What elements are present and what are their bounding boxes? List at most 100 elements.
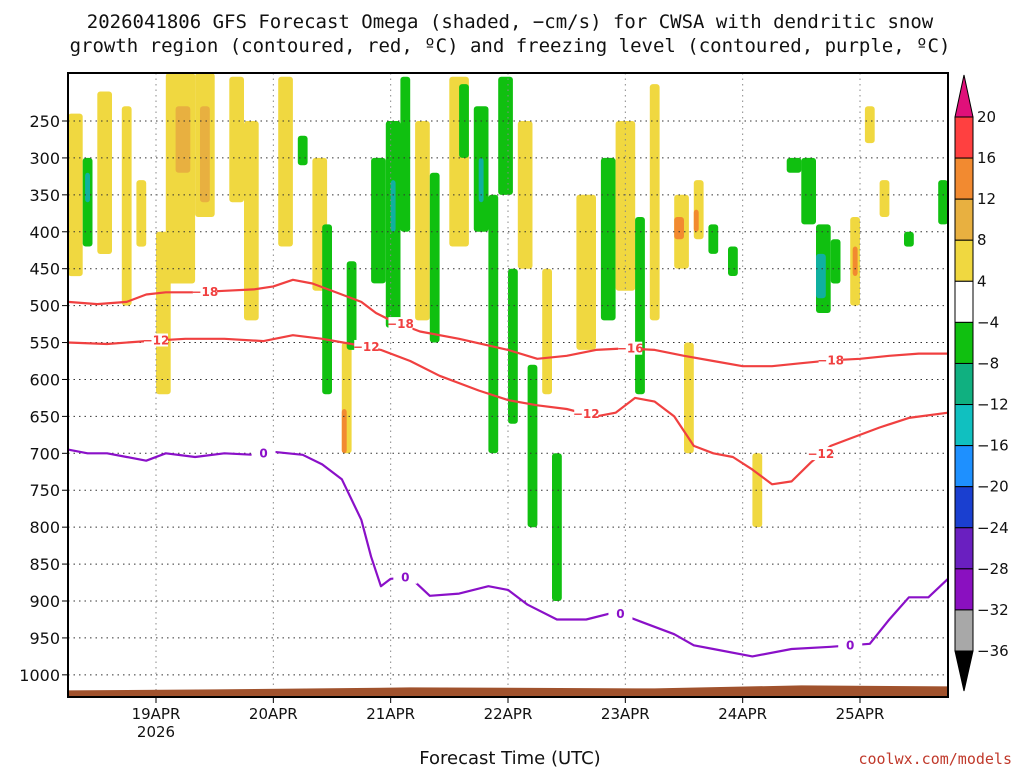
colorbar-label: 16 xyxy=(977,149,996,167)
omega-cell xyxy=(136,180,147,247)
contour-label: −16 xyxy=(617,342,644,356)
y-tick-label: 1000 xyxy=(19,666,60,685)
colorbar-label: 20 xyxy=(977,108,996,126)
colorbar-label: −8 xyxy=(977,354,999,372)
contour-label: 0 xyxy=(846,638,854,652)
y-tick-label: 500 xyxy=(29,297,60,316)
omega-cell xyxy=(415,121,430,321)
omega-cell xyxy=(121,106,132,306)
credit-link[interactable]: coolwx.com/models xyxy=(858,750,1012,768)
contour-label-bg xyxy=(808,447,833,461)
omega-cell xyxy=(786,157,802,173)
chart-title-line-2: growth region (contoured, red, ºC) and f… xyxy=(70,35,951,57)
omega-cell xyxy=(278,76,293,247)
omega-cell xyxy=(68,113,83,277)
x-tick-label: 25APR xyxy=(836,705,885,723)
y-tick-label: 750 xyxy=(29,481,60,500)
contour-label: 0 xyxy=(259,446,267,460)
omega-cell xyxy=(229,76,244,203)
y-tick-label: 450 xyxy=(29,260,60,279)
omega-cell xyxy=(165,73,196,284)
contour-label: −12 xyxy=(808,447,835,461)
y-tick-label: 900 xyxy=(29,592,60,611)
contour-label-bg xyxy=(192,284,217,298)
omega-cell xyxy=(674,217,684,240)
terrain-layer xyxy=(68,685,948,697)
omega-cell xyxy=(200,106,210,203)
contour-layer: −18 −18 −16 −18 −12 −12 −12 −12 0 0 0 0 xyxy=(67,278,949,658)
omega-cell xyxy=(175,106,191,173)
y-tick-label: 550 xyxy=(29,334,60,353)
colorbar-label: 4 xyxy=(977,272,987,290)
omega-cell xyxy=(830,239,841,284)
colorbar-label: 12 xyxy=(977,190,996,208)
contour-label: 0 xyxy=(401,571,409,585)
omega-cell xyxy=(429,172,440,343)
contour-label-bg xyxy=(818,353,843,367)
colorbar-label: −24 xyxy=(977,519,1009,537)
contour-label-bg xyxy=(354,339,379,353)
contour-label: −12 xyxy=(353,340,380,354)
omega-cell xyxy=(801,157,816,225)
y-tick-label: 400 xyxy=(29,223,60,242)
omega-cell xyxy=(527,364,538,528)
omega-cell xyxy=(552,453,562,601)
y-tick-label: 700 xyxy=(29,444,60,463)
colorbar-swatch xyxy=(954,527,974,570)
colorbar-swatch xyxy=(954,280,974,323)
contour-label: −12 xyxy=(143,334,170,348)
omega-cell xyxy=(938,180,948,225)
omega-cell xyxy=(322,224,332,395)
contour-label: −18 xyxy=(387,317,414,331)
terrain-surface xyxy=(68,685,948,697)
colorbar-swatch xyxy=(954,445,974,488)
colorbar-label: −28 xyxy=(977,560,1009,578)
omega-cell xyxy=(400,76,411,232)
contour-label-bg xyxy=(608,606,633,620)
y-tick-label: 350 xyxy=(29,186,60,205)
omega-cell xyxy=(576,194,596,350)
y-tick-label: 250 xyxy=(29,112,60,131)
y-tick-label: 850 xyxy=(29,555,60,574)
omega-cell xyxy=(390,180,396,232)
colorbar-swatch xyxy=(954,198,974,241)
contour-label: −18 xyxy=(192,285,219,299)
colorbar-label: 8 xyxy=(977,231,987,249)
colorbar-swatch xyxy=(954,486,974,529)
contour-label: −18 xyxy=(817,353,844,367)
omega-cell xyxy=(542,268,552,395)
omega-cell xyxy=(649,84,660,321)
colorbar: 20 16 12 8 4 −4 −8 −12 −16 −20 −24 −28 −32 −36 xyxy=(954,74,1009,692)
contour-label-bg xyxy=(251,446,276,460)
omega-cell xyxy=(244,121,259,321)
x-tick-sublabel: 2026 xyxy=(137,723,175,741)
x-axis-title: Forecast Time (UTC) xyxy=(419,748,600,768)
colorbar-top-arrow xyxy=(954,74,974,118)
omega-cell xyxy=(728,246,738,276)
x-tick-label: 22APR xyxy=(484,705,533,723)
contour-label-bg xyxy=(144,333,168,347)
omega-cell xyxy=(85,172,90,203)
omega-cell xyxy=(904,231,914,247)
colorbar-label: −12 xyxy=(977,396,1009,414)
colorbar-swatch xyxy=(954,321,974,364)
colorbar-swatch xyxy=(954,239,974,282)
colorbar-label: −32 xyxy=(977,601,1009,619)
omega-cell xyxy=(816,253,826,299)
y-axis: 250 300 350 400 450 500 550 600 650 700 750 800 850 9… xyxy=(19,112,68,685)
grid-layer xyxy=(68,73,948,697)
colorbar-bottom-arrow xyxy=(954,650,974,692)
omega-cell xyxy=(508,268,518,424)
omega-cell xyxy=(879,180,890,217)
contour-label-bg xyxy=(388,317,413,331)
omega-cell xyxy=(752,453,763,528)
contour-label: −12 xyxy=(573,407,600,421)
contour-label-bg xyxy=(618,341,643,355)
contour-label-bg xyxy=(574,406,599,420)
y-tick-label: 950 xyxy=(29,629,60,648)
omega-cell xyxy=(693,209,699,232)
y-tick-label: 650 xyxy=(29,407,60,426)
omega-cell xyxy=(97,91,112,254)
omega-cell xyxy=(341,409,347,454)
